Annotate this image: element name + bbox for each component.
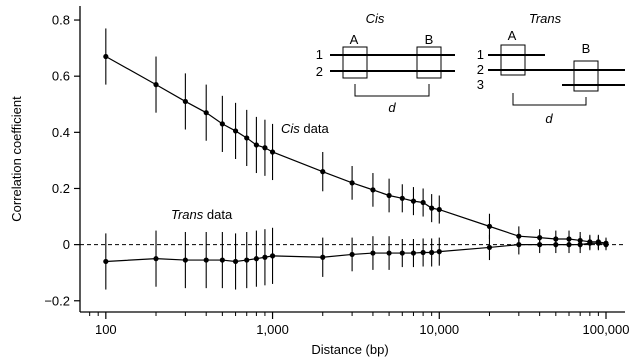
trans-data-point bbox=[595, 240, 601, 246]
cis-data-point bbox=[219, 121, 225, 127]
cis-data-point bbox=[153, 82, 159, 88]
trans-data-point bbox=[370, 250, 376, 256]
cis-data-point bbox=[399, 195, 405, 201]
trans-data-point bbox=[219, 257, 225, 263]
cis-line-label-2: 2 bbox=[316, 64, 323, 79]
cis-series bbox=[103, 28, 609, 249]
trans-series bbox=[103, 227, 609, 290]
cis-data-point bbox=[386, 192, 392, 199]
trans-data-point bbox=[349, 251, 355, 258]
trans-data-point bbox=[516, 242, 522, 248]
cis-box-b bbox=[416, 46, 442, 79]
trans-data-point bbox=[429, 249, 435, 256]
trans-distance-bracket bbox=[512, 93, 587, 106]
trans-data-point bbox=[269, 253, 276, 259]
trans-data-point bbox=[232, 258, 239, 265]
trans-box-label-b: B bbox=[582, 41, 591, 56]
series-layer bbox=[103, 28, 609, 290]
x-axis-title: Distance (bp) bbox=[311, 342, 388, 357]
cis-distance-bracket bbox=[354, 84, 430, 97]
trans-data-point bbox=[410, 250, 417, 256]
x-tick-label: 100,000 bbox=[583, 322, 630, 337]
y-ticks: 0.8 0.6 0.4 0.2 0 −0.2 bbox=[44, 13, 80, 308]
x-tick-label: 1,000 bbox=[256, 322, 289, 337]
trans-data-point bbox=[587, 240, 593, 246]
trans-box-a bbox=[500, 44, 526, 76]
trans-data-point bbox=[203, 257, 209, 263]
y-tick-label: 0.8 bbox=[52, 13, 70, 28]
y-tick-label: 0.2 bbox=[52, 181, 70, 196]
trans-data-point bbox=[253, 256, 259, 262]
cis-data-point bbox=[262, 145, 268, 151]
trans-line-label-3: 3 bbox=[477, 77, 484, 92]
cis-box-label-a: A bbox=[350, 32, 359, 47]
trans-series-label: Trans data bbox=[171, 207, 233, 222]
trans-data-point bbox=[386, 250, 392, 256]
cis-series-line bbox=[105, 56, 607, 244]
cis-data-point bbox=[203, 110, 209, 116]
trans-line-label-2: 2 bbox=[477, 62, 484, 77]
cis-data-point bbox=[370, 187, 376, 193]
y-tick-label: 0.4 bbox=[52, 125, 70, 140]
cis-data-point bbox=[320, 169, 326, 175]
cis-data-point bbox=[182, 98, 188, 105]
trans-data-point bbox=[566, 242, 572, 248]
cis-box-a bbox=[342, 46, 368, 79]
trans-box-b bbox=[573, 60, 599, 92]
trans-data-point bbox=[553, 242, 559, 248]
cis-data-point bbox=[486, 223, 493, 229]
cis-data-point bbox=[429, 205, 435, 211]
trans-data-point bbox=[486, 244, 493, 251]
trans-line-label-1: 1 bbox=[477, 47, 484, 62]
cis-data-point bbox=[253, 142, 259, 148]
x-tick-label: 100 bbox=[95, 322, 117, 337]
trans-box-label-a: A bbox=[508, 28, 517, 43]
trans-data-point bbox=[103, 258, 109, 265]
cis-data-point bbox=[436, 206, 442, 213]
trans-data-point bbox=[420, 249, 426, 256]
trans-data-point bbox=[320, 254, 326, 260]
y-tick-label: −0.2 bbox=[44, 293, 70, 308]
trans-distance-label: d bbox=[545, 111, 553, 126]
trans-schematic: Trans A B 1 2 3 d bbox=[477, 11, 625, 126]
cis-data-point bbox=[244, 135, 250, 141]
cis-line-label-1: 1 bbox=[316, 47, 323, 62]
trans-data-point bbox=[262, 254, 268, 260]
x-ticks: 100 1,000 10,000 100,000 bbox=[89, 312, 630, 337]
trans-data-point bbox=[153, 256, 159, 262]
trans-data-point bbox=[182, 257, 188, 263]
trans-data-point bbox=[603, 242, 609, 248]
cis-data-point bbox=[349, 180, 355, 186]
y-tick-label: 0 bbox=[63, 237, 70, 252]
cis-box-label-b: B bbox=[425, 32, 434, 47]
cis-schematic-title: Cis bbox=[366, 11, 385, 26]
cis-data-point bbox=[269, 149, 276, 155]
cis-data-point bbox=[232, 128, 239, 134]
cis-distance-label: d bbox=[388, 100, 396, 115]
trans-series-line bbox=[105, 242, 607, 263]
trans-data-point bbox=[399, 250, 405, 256]
trans-schematic-title: Trans bbox=[529, 11, 562, 26]
y-tick-label: 0.6 bbox=[52, 69, 70, 84]
cis-data-point bbox=[103, 53, 109, 60]
cis-data-point bbox=[420, 199, 426, 206]
cis-series-label: Cis data bbox=[281, 121, 329, 136]
trans-data-point bbox=[577, 242, 583, 248]
trans-data-point bbox=[537, 242, 543, 248]
cis-data-point bbox=[410, 198, 417, 204]
trans-data-point bbox=[244, 257, 250, 263]
trans-data-point bbox=[436, 249, 442, 255]
y-axis-title: Correlation coefficient bbox=[9, 96, 24, 222]
cis-schematic: Cis A B 1 2 d bbox=[316, 11, 455, 115]
x-tick-label: 10,000 bbox=[419, 322, 459, 337]
